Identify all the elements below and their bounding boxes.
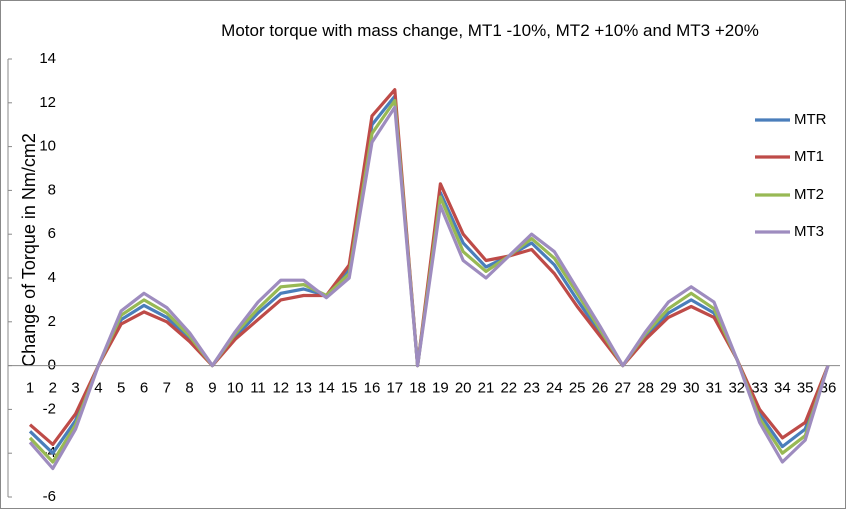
x-tick-label: 20: [455, 380, 472, 397]
x-tick-label: 28: [637, 380, 654, 397]
x-tick-label: 23: [523, 380, 540, 397]
y-tick-label: 2: [48, 313, 56, 330]
x-tick-label: 10: [227, 380, 244, 397]
x-tick-label: 5: [117, 380, 125, 397]
x-tick-label: 8: [185, 380, 193, 397]
x-tick-label: 1: [26, 380, 34, 397]
x-tick-label: 13: [295, 380, 312, 397]
x-tick-label: 12: [272, 380, 289, 397]
legend-label: MT3: [794, 223, 824, 240]
x-tick-label: 26: [592, 380, 609, 397]
y-tick-label: 12: [39, 94, 56, 111]
x-tick-label: 16: [364, 380, 381, 397]
legend-label: MT2: [794, 186, 824, 203]
x-tick-label: 17: [386, 380, 403, 397]
x-tick-label: 25: [569, 380, 586, 397]
x-tick-label: 31: [706, 380, 723, 397]
x-tick-label: 4: [94, 380, 102, 397]
x-tick-label: 3: [71, 380, 79, 397]
x-tick-label: 19: [432, 380, 449, 397]
x-tick-label: 11: [250, 380, 266, 397]
y-tick-label: -6: [43, 488, 56, 505]
y-tick-label: -2: [43, 400, 56, 417]
y-tick-label: 8: [48, 181, 56, 198]
x-tick-label: 15: [341, 380, 358, 397]
x-tick-label: 14: [318, 380, 335, 397]
x-tick-label: 18: [409, 380, 426, 397]
x-tick-label: 2: [49, 380, 57, 397]
y-axis-label: Change of Torque in Nm/cm2: [19, 133, 39, 367]
y-tick-label: 10: [39, 138, 56, 155]
y-tick-label: 14: [39, 50, 56, 67]
x-tick-label: 27: [614, 380, 631, 397]
title-box: Motor torque with mass change, MT1 -10%,…: [221, 21, 759, 40]
x-tick-label: 29: [660, 380, 677, 397]
chart-title: Motor torque with mass change, MT1 -10%,…: [221, 21, 759, 40]
y-tick-label: 0: [48, 357, 56, 374]
x-tick-label: 35: [797, 380, 814, 397]
x-tick-label: 9: [208, 380, 216, 397]
x-tick-label: 33: [751, 380, 768, 397]
y-tick-label: 6: [48, 225, 56, 242]
x-tick-label: 30: [683, 380, 700, 397]
x-tick-label: 6: [140, 380, 148, 397]
series-line: [28, 105, 830, 471]
x-tick-label: 22: [500, 380, 517, 397]
x-tick-label: 24: [546, 380, 563, 397]
x-tick-label: 7: [163, 380, 171, 397]
legend-label: MT1: [794, 148, 824, 165]
x-tick-label: 21: [478, 380, 495, 397]
x-tick-label: 32: [728, 380, 745, 397]
legend-label: MTR: [794, 111, 827, 128]
y-tick-label: 4: [48, 269, 56, 286]
x-tick-label: 34: [774, 380, 791, 397]
